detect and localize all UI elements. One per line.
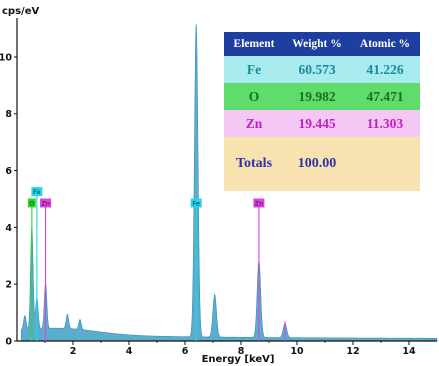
element-marker-badge [31,187,43,197]
x-tick-label: 12 [346,346,359,357]
x-axis-label: Energy [keV] [202,354,275,365]
element-marker-label: Fe [33,188,40,196]
y-axis-label: cps/eV [2,6,39,17]
table-row-zn: Zn 19.445 11.303 [224,110,420,137]
element-marker-label: O [29,199,34,207]
table-header-row: Element Weight % Atomic % [224,32,420,56]
x-tick-label: 14 [402,346,416,357]
element-marker-badge [253,198,265,208]
x-tick-label: 8 [238,346,245,357]
element-marker-label: Zn [255,199,264,207]
table-row-fe: Fe 60.573 41.226 [224,56,420,83]
cell-atomic: 47.471 [366,88,404,104]
element-marker-badge [190,198,202,208]
x-ticks: 2 4 6 8 10 12 14 [44,341,416,357]
totals-atomic [350,137,420,191]
x-tick-label: 2 [70,346,77,357]
element-marker-badge [40,198,52,208]
spectrum-area [20,24,438,342]
y-tick-label: 6 [5,166,12,177]
x-tick-label: 10 [290,346,304,357]
y-tick-label: 0 [5,337,12,348]
x-tick-label: 4 [126,346,133,357]
y-ticks: 0 2 4 6 8 10 [0,52,17,348]
cell-element: Fe [246,61,262,77]
plot-area [20,24,438,342]
cell-weight: 19.445 [298,115,336,131]
totals-label: Totals [235,156,273,171]
y-tick-label: 2 [5,280,12,291]
totals-weight: 100.00 [297,156,337,171]
element-marker-badge [27,198,36,208]
y-tick-label: 4 [5,223,12,234]
header-atomic: Atomic % [350,32,420,56]
cell-element: Zn [245,115,263,131]
cell-atomic: 41.226 [366,61,404,77]
cell-weight: 60.573 [298,61,336,77]
composition-table: Element Weight % Atomic % Fe 60.573 41.2… [224,32,420,191]
cell-weight: 19.982 [298,88,336,104]
header-weight: Weight % [284,32,350,56]
x-tick-label: 6 [182,346,189,357]
header-element: Element [224,32,284,56]
table-row-totals: Totals 100.00 [224,137,420,191]
cell-atomic: 11.303 [366,115,404,131]
y-tick-label: 10 [0,52,12,63]
y-tick-label: 8 [5,109,12,120]
table-row-o: O 19.982 47.471 [224,83,420,110]
element-marker-label: Zn [41,199,50,207]
cell-element: O [248,88,260,104]
element-marker-label: Fe [193,199,200,207]
